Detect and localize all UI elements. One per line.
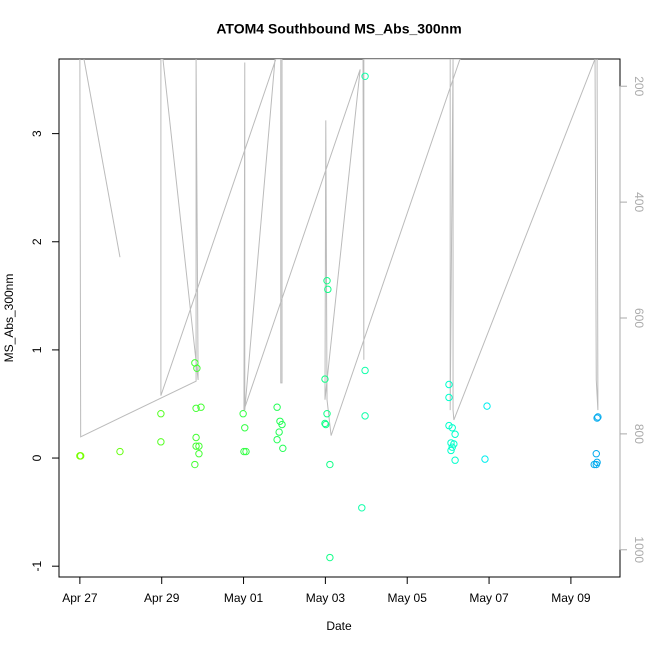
x-tick-label: May 01 bbox=[224, 591, 264, 605]
y2-tick-label: 600 bbox=[632, 308, 646, 328]
point bbox=[592, 460, 600, 469]
point bbox=[195, 442, 203, 450]
point bbox=[594, 413, 602, 421]
point bbox=[157, 410, 165, 418]
point bbox=[240, 447, 248, 456]
point bbox=[447, 446, 455, 455]
point bbox=[241, 424, 249, 432]
point bbox=[321, 375, 329, 383]
point bbox=[273, 403, 281, 411]
point bbox=[193, 364, 201, 372]
y-tick-label: 1 bbox=[30, 346, 44, 353]
point bbox=[195, 450, 203, 458]
point bbox=[326, 553, 334, 562]
y-tick-label: 3 bbox=[30, 130, 44, 137]
point bbox=[322, 420, 330, 429]
point bbox=[278, 420, 286, 429]
point bbox=[361, 72, 369, 81]
point bbox=[451, 430, 459, 438]
point bbox=[192, 404, 200, 412]
x-tick-label: Apr 27 bbox=[62, 591, 98, 605]
y-tick-label: -1 bbox=[30, 561, 44, 572]
point bbox=[324, 285, 332, 294]
point bbox=[273, 435, 281, 444]
point bbox=[450, 440, 458, 448]
point bbox=[321, 419, 329, 428]
point bbox=[239, 410, 247, 418]
point bbox=[191, 460, 199, 469]
point bbox=[323, 276, 331, 285]
point bbox=[445, 393, 453, 402]
point bbox=[275, 428, 283, 436]
point bbox=[451, 456, 459, 464]
x-tick-label: May 03 bbox=[306, 591, 346, 605]
point bbox=[279, 444, 287, 453]
point bbox=[116, 447, 124, 456]
plot-frame bbox=[58, 58, 621, 578]
depth-line bbox=[79, 59, 599, 438]
point bbox=[483, 402, 491, 410]
point bbox=[590, 460, 598, 469]
plot-area bbox=[76, 59, 602, 562]
point bbox=[358, 504, 366, 512]
chart-title: ATOM4 Southbound MS_Abs_300nm bbox=[216, 21, 461, 37]
point bbox=[481, 455, 489, 463]
y2-tick-label: 200 bbox=[632, 76, 646, 96]
point bbox=[157, 438, 165, 446]
point bbox=[192, 442, 200, 450]
point bbox=[361, 366, 369, 375]
y-tick-label: 2 bbox=[30, 238, 44, 245]
point bbox=[76, 452, 85, 460]
x-axis-label: Date bbox=[326, 619, 352, 633]
point bbox=[448, 424, 456, 432]
point bbox=[326, 460, 334, 469]
point bbox=[592, 450, 600, 458]
x-tick-label: Apr 29 bbox=[144, 591, 180, 605]
point bbox=[192, 433, 200, 442]
y2-tick-label: 1000 bbox=[632, 536, 646, 563]
y2-tick-label: 800 bbox=[632, 424, 646, 444]
point bbox=[361, 412, 369, 420]
point bbox=[323, 410, 331, 418]
point bbox=[593, 414, 601, 422]
y-axis-label: MS_Abs_300nm bbox=[2, 274, 16, 363]
point bbox=[242, 447, 250, 456]
x-tick-label: May 09 bbox=[551, 591, 591, 605]
y-tick-label: 0 bbox=[30, 454, 44, 461]
x-tick-label: May 05 bbox=[388, 591, 428, 605]
point bbox=[445, 380, 453, 389]
depth-line bbox=[83, 59, 121, 258]
point bbox=[197, 403, 205, 411]
y2-tick-label: 400 bbox=[632, 192, 646, 212]
x-tick-label: May 07 bbox=[469, 591, 509, 605]
